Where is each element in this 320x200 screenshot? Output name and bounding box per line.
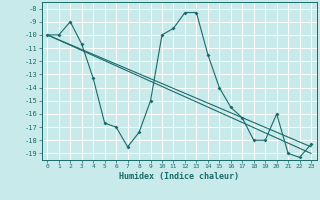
X-axis label: Humidex (Indice chaleur): Humidex (Indice chaleur) — [119, 172, 239, 181]
